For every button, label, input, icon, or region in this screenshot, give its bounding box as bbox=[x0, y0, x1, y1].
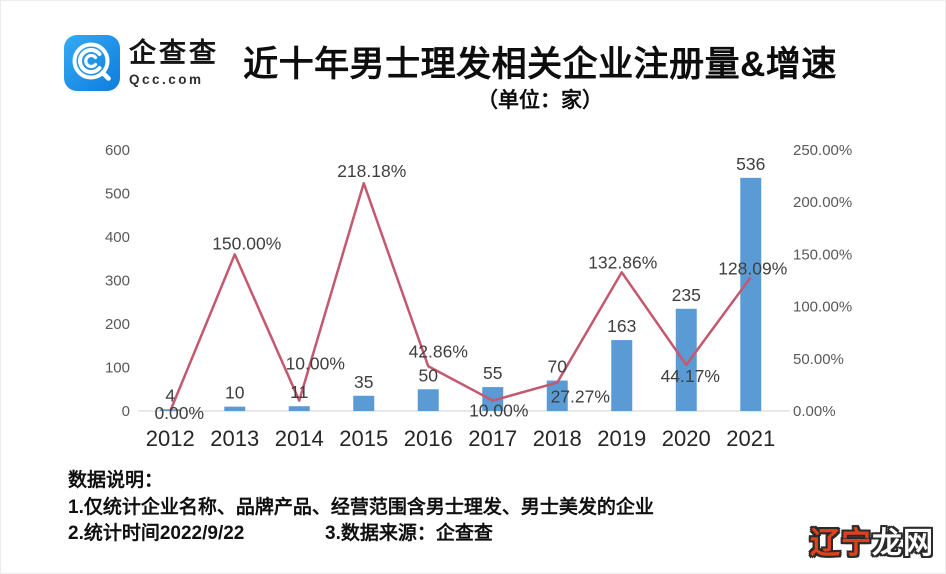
growth-rate-label: 150.00% bbox=[212, 233, 281, 253]
left-axis-tick: 100 bbox=[105, 360, 130, 377]
right-axis-tick: 50.00% bbox=[793, 351, 844, 368]
growth-rate-label: 27.27% bbox=[551, 387, 610, 407]
year-label: 2020 bbox=[662, 426, 711, 451]
data-notes: 数据说明： 1.仅统计企业名称、品牌产品、经营范围含男士理发、男士美发的企业 2… bbox=[68, 468, 828, 548]
watermark-part1: 辽宁 bbox=[810, 527, 872, 560]
note-statistics-date: 2.统计时间2022/9/22 bbox=[68, 523, 245, 544]
bar-value-label: 35 bbox=[354, 372, 373, 392]
growth-rate-label: 128.09% bbox=[718, 258, 787, 278]
year-label: 2015 bbox=[339, 426, 388, 451]
bar-value-label: 235 bbox=[672, 285, 701, 305]
bar-2019 bbox=[611, 340, 633, 411]
logo-domain: Qcc.com bbox=[129, 71, 204, 87]
bar-value-label: 163 bbox=[607, 316, 636, 336]
bar-value-label: 50 bbox=[419, 365, 439, 385]
year-label: 2014 bbox=[275, 426, 324, 451]
year-label: 2018 bbox=[533, 426, 582, 451]
year-label: 2019 bbox=[597, 426, 646, 451]
growth-rate-label: 132.86% bbox=[588, 252, 657, 272]
bar-value-label: 11 bbox=[290, 382, 308, 402]
left-axis-tick: 200 bbox=[105, 316, 130, 333]
growth-rate-label: 0.00% bbox=[154, 403, 204, 423]
growth-rate-label: 10.00% bbox=[469, 401, 528, 421]
bar-2013 bbox=[224, 406, 246, 411]
left-axis-tick: 500 bbox=[105, 186, 130, 203]
year-label: 2013 bbox=[210, 426, 259, 451]
watermark-liaoning-longwang: 辽宁龙网 bbox=[810, 518, 934, 562]
left-axis-tick: 300 bbox=[105, 273, 130, 290]
chart-title: 近十年男士理发相关企业注册量&增速 bbox=[243, 45, 837, 84]
bar-value-label: 4 bbox=[165, 385, 175, 405]
note-data-source: 3.数据来源：企查查 bbox=[325, 523, 493, 544]
qcc-logo-icon bbox=[64, 35, 120, 91]
chart-subtitle: （单位：家） bbox=[477, 89, 603, 112]
year-label: 2012 bbox=[146, 426, 195, 451]
notes-heading: 数据说明： bbox=[68, 470, 164, 491]
right-axis-tick: 200.00% bbox=[793, 194, 852, 211]
growth-rate-label: 218.18% bbox=[337, 161, 406, 181]
bar-2021 bbox=[740, 177, 762, 411]
bar-2014 bbox=[288, 406, 310, 411]
year-label: 2021 bbox=[726, 426, 775, 451]
right-axis-tick: 150.00% bbox=[793, 246, 852, 263]
left-axis-tick: 600 bbox=[105, 142, 130, 159]
bar-value-label: 536 bbox=[736, 154, 765, 174]
bar-2020 bbox=[675, 308, 697, 411]
watermark-part2: 龙网 bbox=[872, 527, 934, 560]
logo-name: 企查查 bbox=[129, 37, 219, 68]
bar-2016 bbox=[417, 389, 439, 411]
note-statistics-scope: 1.仅统计企业名称、品牌产品、经营范围含男士理发、男士美发的企业 bbox=[68, 496, 654, 518]
year-label: 2017 bbox=[468, 426, 517, 451]
bar-2015 bbox=[353, 395, 375, 411]
right-axis-tick: 0.00% bbox=[793, 403, 836, 420]
bar-2018 bbox=[546, 380, 568, 411]
growth-rate-label: 42.86% bbox=[409, 341, 468, 361]
bar-value-label: 70 bbox=[548, 357, 568, 377]
bar-2017 bbox=[482, 387, 504, 411]
bar-value-label: 10 bbox=[225, 383, 245, 403]
left-axis-tick: 0 bbox=[122, 403, 130, 420]
right-axis-tick: 250.00% bbox=[793, 142, 852, 159]
year-label: 2016 bbox=[404, 426, 453, 451]
qcc-logo: 企查查 Qcc.com bbox=[63, 34, 219, 92]
left-axis-tick: 400 bbox=[105, 229, 130, 246]
bar-value-label: 55 bbox=[483, 363, 502, 383]
growth-line bbox=[169, 181, 752, 412]
growth-rate-label: 10.00% bbox=[286, 354, 345, 374]
right-axis-tick: 100.00% bbox=[793, 299, 852, 316]
growth-rate-label: 44.17% bbox=[661, 366, 720, 386]
